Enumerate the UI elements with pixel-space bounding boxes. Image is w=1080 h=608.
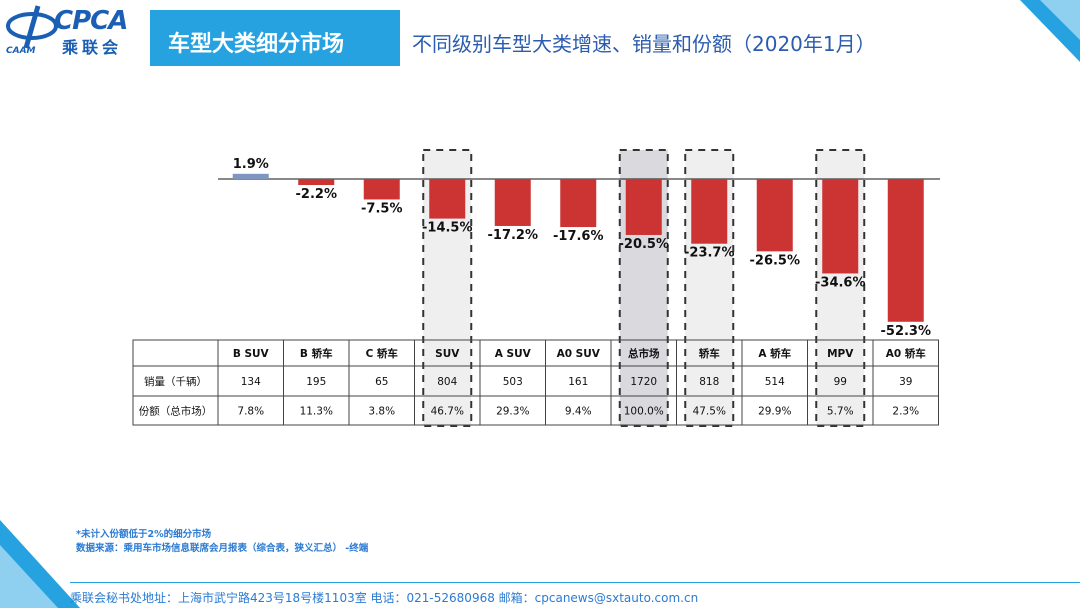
share-value-8: 29.9% bbox=[758, 406, 791, 418]
sales-value-2: 65 bbox=[375, 376, 388, 388]
sales-value-8: 514 bbox=[765, 376, 785, 388]
data-label-1: -2.2% bbox=[296, 187, 337, 202]
data-label-8: -26.5% bbox=[750, 253, 801, 268]
share-value-7: 47.5% bbox=[693, 406, 726, 418]
cpca-logo: CPCA 乘联会 CAAM bbox=[0, 0, 150, 66]
data-label-10: -52.3% bbox=[881, 324, 932, 339]
bar-10 bbox=[887, 179, 924, 322]
bar-0 bbox=[232, 173, 269, 179]
share-value-5: 9.4% bbox=[565, 406, 592, 418]
data-label-0: 1.9% bbox=[233, 157, 269, 172]
sales-value-1: 195 bbox=[306, 376, 326, 388]
top-right-triangle-light bbox=[1040, 0, 1080, 40]
logo-cn-text: 乘联会 bbox=[62, 38, 123, 57]
category-label-6: 总市场 bbox=[628, 347, 660, 360]
bar-1 bbox=[298, 179, 335, 186]
header: CPCA 乘联会 CAAM 车型大类细分市场 不同级别车型大类增速、销量和份额（… bbox=[0, 0, 1080, 66]
bar-9 bbox=[822, 179, 859, 274]
data-label-3: -14.5% bbox=[422, 221, 473, 236]
row-header-sales: 销量（千辆） bbox=[144, 375, 207, 388]
note-threshold: *未计入份额低于2%的细分市场 bbox=[76, 529, 212, 540]
sales-value-10: 39 bbox=[899, 376, 912, 388]
category-label-4: A SUV bbox=[495, 348, 532, 360]
share-value-9: 5.7% bbox=[827, 406, 854, 418]
share-value-6: 100.0% bbox=[624, 406, 664, 418]
title-tab bbox=[150, 10, 400, 66]
category-label-0: B SUV bbox=[233, 348, 270, 360]
sales-value-6: 1720 bbox=[630, 376, 657, 388]
share-value-4: 29.3% bbox=[496, 406, 529, 418]
share-value-0: 7.8% bbox=[237, 406, 264, 418]
footer-contact: 乘联会秘书处地址：上海市武宁路423号18号楼1103室 电话：021-5268… bbox=[70, 591, 699, 605]
row-header-share: 份额（总市场） bbox=[139, 405, 213, 418]
note-source: 数据来源：乘用车市场信息联席会月报表（综合表，狭义汇总） -终端 bbox=[76, 543, 369, 554]
data-label-6: -20.5% bbox=[619, 237, 670, 252]
data-label-4: -17.2% bbox=[488, 228, 539, 243]
sales-value-7: 818 bbox=[699, 376, 719, 388]
logo-small-text: CAAM bbox=[6, 46, 36, 56]
share-value-10: 2.3% bbox=[892, 406, 919, 418]
category-label-5: A0 SUV bbox=[557, 348, 601, 360]
sales-value-0: 134 bbox=[241, 376, 261, 388]
page-title: 车型大类细分市场 bbox=[168, 32, 345, 57]
page-subtitle: 不同级别车型大类增速、销量和份额（2020年1月） bbox=[412, 32, 876, 56]
sales-value-3: 804 bbox=[437, 376, 457, 388]
bar-2 bbox=[363, 179, 400, 200]
category-label-7: 轿车 bbox=[699, 347, 720, 360]
sales-value-5: 161 bbox=[568, 376, 588, 388]
bar-3 bbox=[429, 179, 466, 219]
category-label-9: MPV bbox=[827, 348, 854, 360]
category-label-8: A 轿车 bbox=[758, 347, 791, 360]
category-label-1: B 轿车 bbox=[300, 347, 333, 360]
bar-4 bbox=[494, 179, 531, 226]
data-label-5: -17.6% bbox=[553, 229, 604, 244]
share-value-1: 11.3% bbox=[300, 406, 333, 418]
bottom-left-triangle-light bbox=[0, 545, 58, 608]
logo-emblem-icon bbox=[6, 5, 58, 49]
category-label-10: A0 轿车 bbox=[886, 347, 927, 360]
category-label-3: SUV bbox=[435, 348, 460, 360]
share-value-2: 3.8% bbox=[368, 406, 395, 418]
bar-5 bbox=[560, 179, 597, 228]
bar-6 bbox=[625, 179, 662, 235]
footer-divider bbox=[70, 582, 1080, 583]
logo-text: CPCA bbox=[54, 6, 128, 36]
sales-value-9: 99 bbox=[834, 376, 847, 388]
data-label-9: -34.6% bbox=[815, 275, 866, 290]
bar-8 bbox=[756, 179, 793, 252]
data-label-2: -7.5% bbox=[361, 201, 402, 216]
sales-value-4: 503 bbox=[503, 376, 523, 388]
share-value-3: 46.7% bbox=[431, 406, 464, 418]
category-label-2: C 轿车 bbox=[366, 347, 399, 360]
bar-7 bbox=[691, 179, 728, 244]
data-label-7: -23.7% bbox=[684, 246, 735, 261]
